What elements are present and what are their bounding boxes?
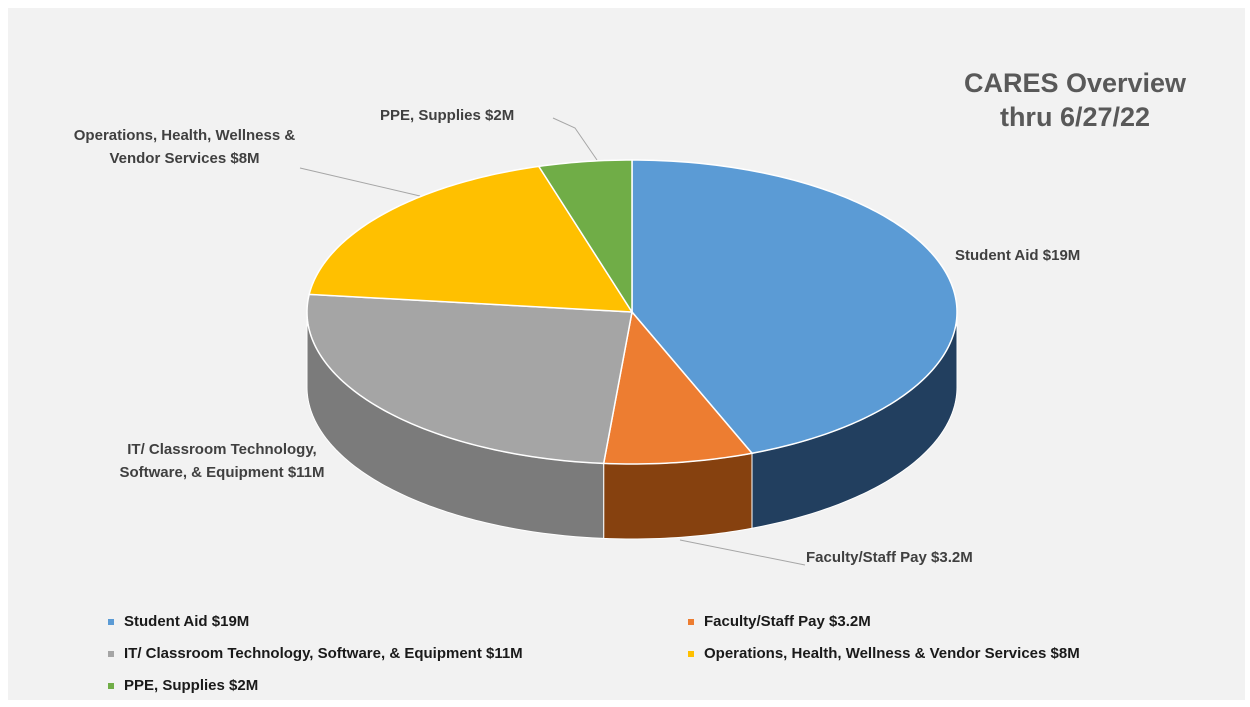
- legend-item: Faculty/Staff Pay $3.2M: [688, 613, 871, 630]
- legend-item: PPE, Supplies $2M: [108, 677, 258, 694]
- legend-swatch: [108, 683, 114, 690]
- data-label: PPE, Supplies $2M: [380, 107, 515, 124]
- legend-swatch: [688, 619, 694, 626]
- pie-slice: [306, 293, 633, 465]
- data-label: Student Aid $19M: [955, 247, 1081, 264]
- legend-item: Student Aid $19M: [108, 613, 249, 630]
- data-label: Faculty/Staff Pay $3.2M: [806, 549, 973, 566]
- legend-label: PPE, Supplies $2M: [124, 677, 259, 694]
- legend-label: Faculty/Staff Pay $3.2M: [704, 613, 871, 630]
- data-label: Operations, Health, Wellness & Vendor Se…: [73, 127, 296, 167]
- legend-label: Operations, Health, Wellness & Vendor Se…: [704, 645, 1080, 662]
- pie-slice: [602, 310, 754, 465]
- legend-item: IT/ Classroom Technology, Software, & Eq…: [108, 645, 523, 662]
- legend-swatch: [688, 651, 694, 658]
- leader-line: [299, 167, 421, 197]
- legend-swatch: [108, 619, 114, 626]
- legend-label: IT/ Classroom Technology, Software, & Eq…: [124, 645, 523, 662]
- leader-line: [679, 539, 806, 566]
- leader-line: [552, 117, 598, 161]
- pie-side: [603, 452, 753, 540]
- pie-slice: [537, 159, 633, 315]
- legend-label: Student Aid $19M: [124, 613, 250, 630]
- pie-slice: [631, 159, 958, 455]
- pie-slice: [308, 165, 634, 313]
- legend-swatch: [108, 651, 114, 658]
- data-label: IT/ Classroom Technology, Software, & Eq…: [119, 441, 325, 481]
- legend-item: Operations, Health, Wellness & Vendor Se…: [688, 645, 1080, 662]
- chart-title: CARES Overview thru 6/27/22: [963, 68, 1187, 132]
